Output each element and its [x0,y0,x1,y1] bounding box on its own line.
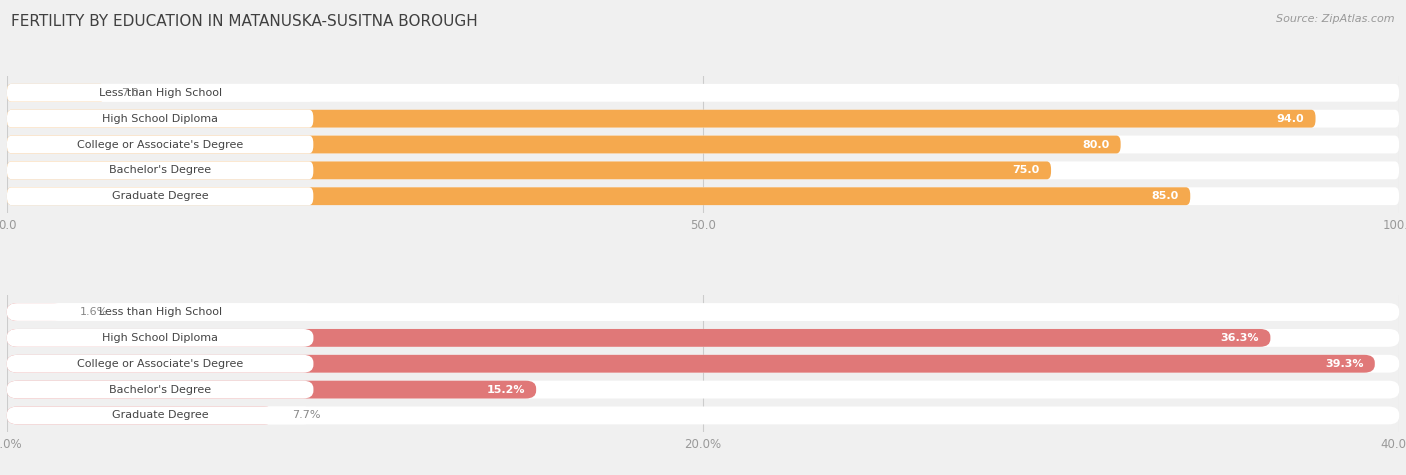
FancyBboxPatch shape [7,162,1052,179]
FancyBboxPatch shape [7,355,1375,373]
Text: 85.0: 85.0 [1152,191,1180,201]
FancyBboxPatch shape [7,407,1399,424]
Text: 15.2%: 15.2% [486,385,524,395]
FancyBboxPatch shape [7,303,63,321]
Text: 7.0: 7.0 [121,88,139,98]
Text: High School Diploma: High School Diploma [103,333,218,343]
FancyBboxPatch shape [7,303,1399,321]
Text: 94.0: 94.0 [1277,114,1305,124]
FancyBboxPatch shape [7,380,314,399]
Text: FERTILITY BY EDUCATION IN MATANUSKA-SUSITNA BOROUGH: FERTILITY BY EDUCATION IN MATANUSKA-SUSI… [11,14,478,29]
Text: College or Associate's Degree: College or Associate's Degree [77,359,243,369]
FancyBboxPatch shape [7,407,276,424]
FancyBboxPatch shape [7,162,314,179]
FancyBboxPatch shape [7,135,1121,153]
FancyBboxPatch shape [7,355,1399,373]
FancyBboxPatch shape [7,355,314,373]
FancyBboxPatch shape [7,380,1399,399]
Text: 1.6%: 1.6% [79,307,108,317]
Text: High School Diploma: High School Diploma [103,114,218,124]
Text: Graduate Degree: Graduate Degree [112,410,208,420]
Text: Less than High School: Less than High School [98,88,222,98]
Text: 36.3%: 36.3% [1220,333,1260,343]
FancyBboxPatch shape [7,329,314,347]
Text: 7.7%: 7.7% [291,410,321,420]
Text: Bachelor's Degree: Bachelor's Degree [110,385,211,395]
FancyBboxPatch shape [7,110,314,128]
FancyBboxPatch shape [7,187,314,205]
FancyBboxPatch shape [7,407,314,424]
Text: Source: ZipAtlas.com: Source: ZipAtlas.com [1277,14,1395,24]
Text: 39.3%: 39.3% [1324,359,1364,369]
FancyBboxPatch shape [7,162,1399,179]
FancyBboxPatch shape [7,380,536,399]
Text: Bachelor's Degree: Bachelor's Degree [110,165,211,175]
FancyBboxPatch shape [7,135,314,153]
FancyBboxPatch shape [7,135,1399,153]
FancyBboxPatch shape [7,84,1399,102]
Text: 75.0: 75.0 [1012,165,1040,175]
FancyBboxPatch shape [7,110,1399,128]
FancyBboxPatch shape [7,187,1399,205]
FancyBboxPatch shape [7,84,104,102]
Text: Graduate Degree: Graduate Degree [112,191,208,201]
FancyBboxPatch shape [7,110,1316,128]
FancyBboxPatch shape [7,329,1271,347]
FancyBboxPatch shape [7,303,314,321]
Text: College or Associate's Degree: College or Associate's Degree [77,140,243,150]
Text: Less than High School: Less than High School [98,307,222,317]
FancyBboxPatch shape [7,329,1399,347]
FancyBboxPatch shape [7,84,314,102]
Text: 80.0: 80.0 [1083,140,1109,150]
FancyBboxPatch shape [7,187,1191,205]
